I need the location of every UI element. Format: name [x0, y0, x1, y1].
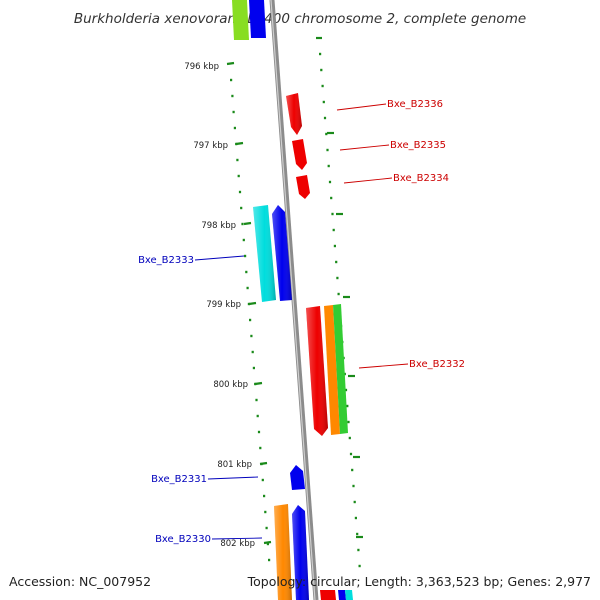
minor-tick — [252, 366, 255, 370]
gene-feature[interactable] — [296, 175, 310, 199]
minor-tick — [237, 174, 240, 178]
gene-shading — [253, 93, 328, 600]
gene-label[interactable]: Bxe_B2335 — [390, 140, 446, 151]
minor-tick — [356, 532, 359, 536]
gene-feature[interactable] — [338, 590, 346, 600]
gene-feature[interactable] — [290, 465, 305, 490]
minor-tick — [358, 564, 361, 568]
minor-tick — [255, 398, 258, 402]
gene-label[interactable]: Bxe_B2333 — [138, 255, 194, 266]
minor-tick — [236, 158, 239, 162]
minor-tick — [332, 228, 335, 232]
minor-tick — [353, 500, 356, 504]
minor-tick — [321, 84, 324, 88]
gene-label[interactable]: Bxe_B2334 — [393, 173, 449, 184]
gene-feature[interactable] — [345, 590, 353, 600]
right-tick-track — [316, 36, 363, 539]
gene-label[interactable]: Bxe_B2330 — [155, 534, 211, 545]
minor-tick — [257, 430, 261, 434]
kbp-label: 796 kbp — [184, 62, 219, 72]
minor-tick — [326, 148, 329, 152]
kbp-label: 799 kbp — [206, 300, 241, 310]
minor-tick — [344, 388, 348, 392]
minor-tick — [336, 276, 339, 280]
minor-tick — [246, 286, 249, 290]
minor-tick — [261, 478, 264, 482]
minor-tick — [241, 222, 244, 226]
minor-tick — [232, 110, 235, 114]
minor-tick — [245, 270, 248, 274]
minor-tick — [343, 372, 346, 376]
minor-tick — [263, 494, 266, 498]
gene-feature[interactable] — [324, 305, 340, 435]
accession-text: Accession: NC_007952 — [9, 574, 151, 589]
minor-tick — [264, 510, 267, 514]
minor-tick — [233, 126, 236, 130]
minor-tick — [337, 292, 340, 296]
minor-tick — [349, 452, 353, 456]
minor-tick — [325, 132, 328, 136]
chromosome-backbone — [269, 0, 319, 600]
gene-label[interactable]: Bxe_B2332 — [409, 359, 465, 370]
minor-tick — [323, 116, 327, 120]
minor-tick — [320, 68, 323, 72]
minor-tick — [347, 420, 350, 424]
gene-feature[interactable] — [232, 0, 249, 40]
minor-tick — [346, 404, 349, 408]
minor-tick — [322, 100, 325, 104]
minor-tick — [354, 516, 357, 520]
minor-tick — [249, 318, 252, 322]
minor-tick — [348, 436, 351, 440]
minor-tick — [351, 468, 354, 472]
gene-feature[interactable] — [320, 590, 336, 600]
minor-tick — [319, 52, 322, 56]
minor-tick — [251, 350, 254, 354]
minor-tick — [268, 558, 271, 562]
minor-tick — [259, 446, 262, 450]
minor-tick — [352, 484, 355, 488]
minor-tick — [265, 526, 268, 530]
kbp-label: 801 kbp — [217, 460, 252, 470]
gene-label[interactable]: Bxe_B2336 — [387, 99, 443, 110]
minor-tick — [254, 382, 257, 386]
topology-summary: Topology: circular; Length: 3,363,523 bp… — [247, 574, 591, 589]
gene-label[interactable]: Bxe_B2331 — [151, 474, 207, 485]
kbp-label: 802 kbp — [220, 539, 255, 549]
minor-tick — [335, 260, 338, 264]
minor-tick — [328, 180, 332, 184]
map-title: Burkholderia xenovorans LB400 chromosome… — [74, 11, 526, 27]
minor-tick — [266, 542, 269, 546]
minor-tick — [357, 548, 360, 552]
gene-feature[interactable] — [249, 0, 266, 38]
minor-tick — [242, 238, 245, 242]
gene-feature[interactable] — [292, 139, 307, 170]
kbp-label: 798 kbp — [201, 221, 236, 231]
minor-tick — [238, 190, 242, 194]
kbp-label: 800 kbp — [213, 380, 248, 390]
minor-tick — [260, 462, 263, 466]
gene-labels: Bxe_B2336 Bxe_B2335 Bxe_B2334 Bxe_B2333 … — [138, 99, 465, 545]
kbp-label: 797 kbp — [193, 141, 228, 151]
minor-tick — [256, 414, 259, 418]
left-minor-ticks — [230, 78, 271, 562]
minor-tick — [247, 302, 250, 306]
minor-tick — [235, 142, 238, 146]
minor-tick — [250, 334, 253, 338]
minor-tick — [330, 196, 333, 200]
minor-tick — [240, 206, 243, 210]
minor-tick — [230, 78, 233, 82]
gene-leaders — [194, 103, 409, 540]
minor-tick — [327, 164, 330, 168]
chromosome-backbone-highlight — [270, 0, 316, 600]
gene-feature[interactable] — [333, 304, 348, 434]
minor-tick — [333, 244, 336, 248]
kbp-labels: 796 kbp 797 kbp 798 kbp 799 kbp 800 kbp … — [184, 62, 255, 549]
minor-tick — [244, 254, 247, 258]
minor-tick — [231, 94, 234, 98]
minor-tick — [331, 212, 334, 216]
